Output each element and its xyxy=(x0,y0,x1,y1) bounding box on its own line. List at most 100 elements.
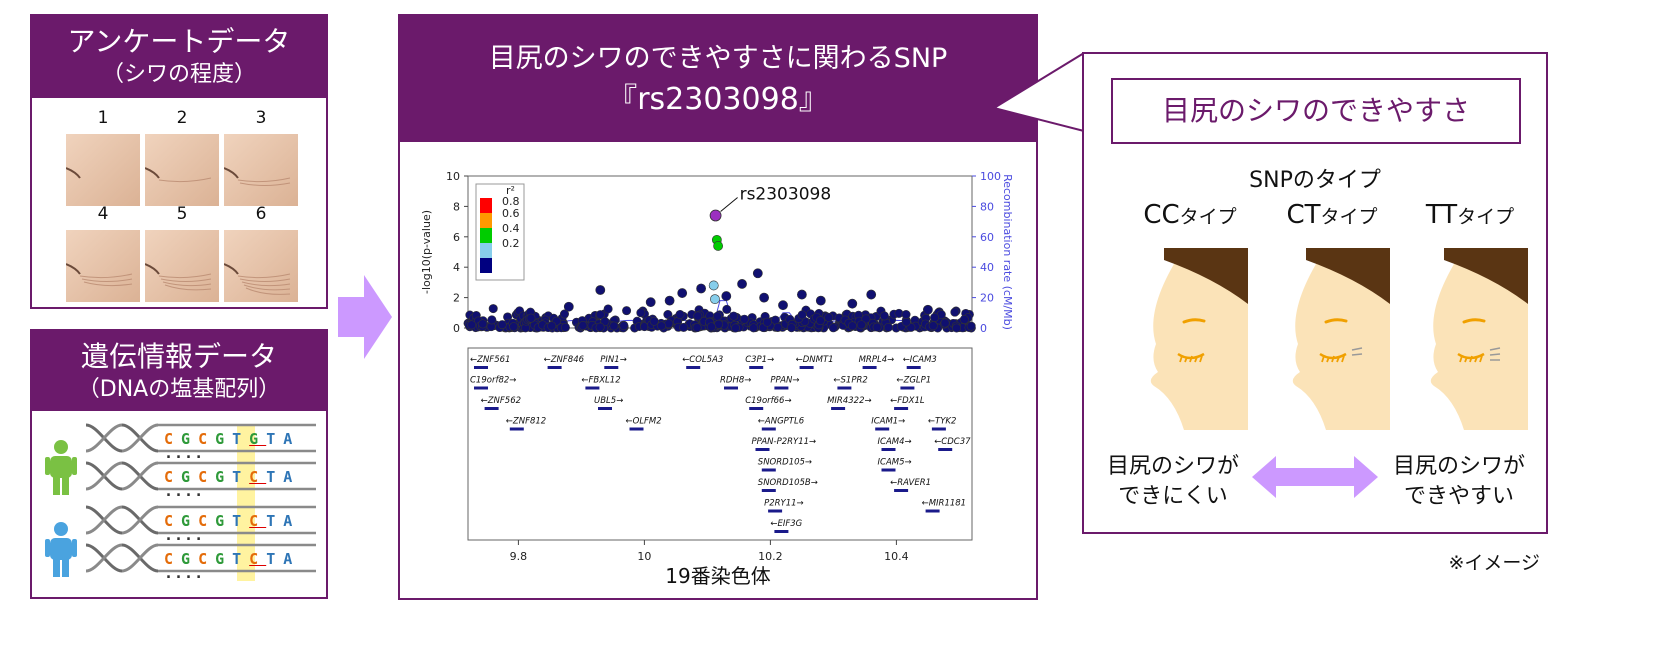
trait-title: 目尻のシワのできやすさ xyxy=(1161,94,1470,127)
base: C xyxy=(249,512,267,530)
snp-point xyxy=(679,322,689,332)
lead-snp-label: rs2303098 xyxy=(740,185,832,205)
survey-subtitle: （シワの程度） xyxy=(101,62,256,87)
gene-label: ←ZNF562 xyxy=(481,396,521,406)
snp-point xyxy=(729,311,739,321)
snp-point xyxy=(578,321,588,331)
snp-point xyxy=(559,309,569,319)
dna-sequence: CGCGTCTA ···· xyxy=(164,550,326,586)
gene-body xyxy=(837,386,852,390)
snp-point xyxy=(959,315,969,325)
speech-pointer xyxy=(992,52,1085,132)
dna-sequence: CGCGTCTA ···· xyxy=(164,468,326,504)
gene-label: ←FBXL12 xyxy=(581,376,620,386)
snp-point xyxy=(693,311,703,321)
gene-label: ←ANGPTL6 xyxy=(758,417,805,427)
dna-helix-icon xyxy=(86,423,316,453)
snp-point xyxy=(797,310,807,320)
legend-swatch xyxy=(480,213,492,228)
gene-label: C3P1→ xyxy=(745,355,774,365)
y-right-tick-label: 0 xyxy=(980,322,987,335)
gene-body xyxy=(774,530,789,533)
skin-photo xyxy=(66,134,140,206)
gene-label: PIN1→ xyxy=(600,355,627,365)
base: C xyxy=(164,550,182,568)
snp-point xyxy=(847,321,857,331)
base: C xyxy=(198,550,216,568)
grade-number: 1 xyxy=(97,108,109,128)
snp-point xyxy=(622,306,632,316)
legend-swatch xyxy=(480,243,492,258)
snp-point xyxy=(872,322,882,332)
outcome-low-line1: 目尻のシワが xyxy=(1106,454,1239,479)
gene-label: C19orf66→ xyxy=(745,396,791,406)
gene-body xyxy=(686,366,701,369)
y-tick-label: 2 xyxy=(453,292,460,305)
legend-label: 0.4 xyxy=(502,222,520,235)
snp-point xyxy=(547,321,557,331)
gene-body xyxy=(881,448,896,451)
x-tick-label: 9.8 xyxy=(510,550,528,563)
snp-point-ld xyxy=(713,241,724,251)
base: C xyxy=(249,550,267,568)
gene-body xyxy=(755,448,770,451)
dna-sequence: CGCGTCTA ···· xyxy=(164,512,326,548)
snp-point xyxy=(603,304,613,314)
trait-panel: 目尻のシワのできやすさ SNPのタイプ CCタイプ CTタイプ TTタイプ 目尻のシ… xyxy=(1082,52,1548,534)
ellipsis: ···· xyxy=(164,448,205,466)
base: C xyxy=(164,468,182,486)
genetic-panel: 遺伝情報データ （DNAの塩基配列） CGCGTGTA ···· CGCGTCTA… xyxy=(30,329,328,599)
gene-label: ICAM4→ xyxy=(878,437,912,447)
gene-body xyxy=(761,468,776,472)
gene-body xyxy=(724,386,738,390)
snp-point xyxy=(731,323,741,333)
legend-swatch xyxy=(480,228,492,243)
snp-point xyxy=(721,291,732,301)
base: G xyxy=(181,550,199,568)
gene-body xyxy=(799,366,814,369)
snp-point xyxy=(762,317,772,327)
outcome-high-line1: 目尻のシワが xyxy=(1392,454,1525,479)
y-right-tick-label: 80 xyxy=(980,200,994,213)
gene-label: SNORD105→ xyxy=(758,458,812,468)
gene-body xyxy=(875,427,890,431)
snp-point xyxy=(526,313,536,323)
gene-body xyxy=(761,489,776,492)
double-arrow-icon xyxy=(1252,456,1378,498)
chromosome-label: 19番染色体 xyxy=(665,564,771,588)
gene-label: UBL5→ xyxy=(594,396,623,406)
snp-point xyxy=(773,322,783,332)
legend-label: 0.6 xyxy=(502,207,520,220)
base: C xyxy=(198,430,216,448)
snp-point xyxy=(856,320,866,330)
gene-body xyxy=(749,366,764,369)
base: A xyxy=(283,430,301,448)
snp-point xyxy=(656,321,666,331)
gene-body xyxy=(598,407,612,410)
base: T xyxy=(266,468,284,486)
genotype-label: CTタイプ xyxy=(1272,200,1392,230)
genotype-label: TTタイプ xyxy=(1410,200,1530,230)
snp-point xyxy=(692,323,702,333)
y-right-tick-label: 40 xyxy=(980,261,994,274)
base: T xyxy=(266,550,284,568)
gene-label: ←ZNF561 xyxy=(470,355,510,365)
grade-number: 6 xyxy=(255,204,267,224)
snp-point xyxy=(706,322,716,332)
gene-label: ←ZNF812 xyxy=(506,417,546,427)
base: G xyxy=(181,430,199,448)
y-right-tick-label: 100 xyxy=(980,170,1001,183)
gene-body xyxy=(547,366,562,369)
dna-helix-icon xyxy=(86,505,316,535)
gene-label: ICAM1→ xyxy=(871,417,905,427)
snp-point xyxy=(796,289,807,300)
base: C xyxy=(249,468,267,486)
snp-point xyxy=(966,321,976,331)
snp-point xyxy=(664,295,675,306)
genetic-subtitle: （DNAの塩基配列） xyxy=(77,377,281,402)
y-axis-label: -log10(p-value) xyxy=(420,210,433,294)
legend-label: 0.2 xyxy=(502,237,520,250)
legend-title: r² xyxy=(506,184,515,197)
snp-point xyxy=(649,316,659,326)
